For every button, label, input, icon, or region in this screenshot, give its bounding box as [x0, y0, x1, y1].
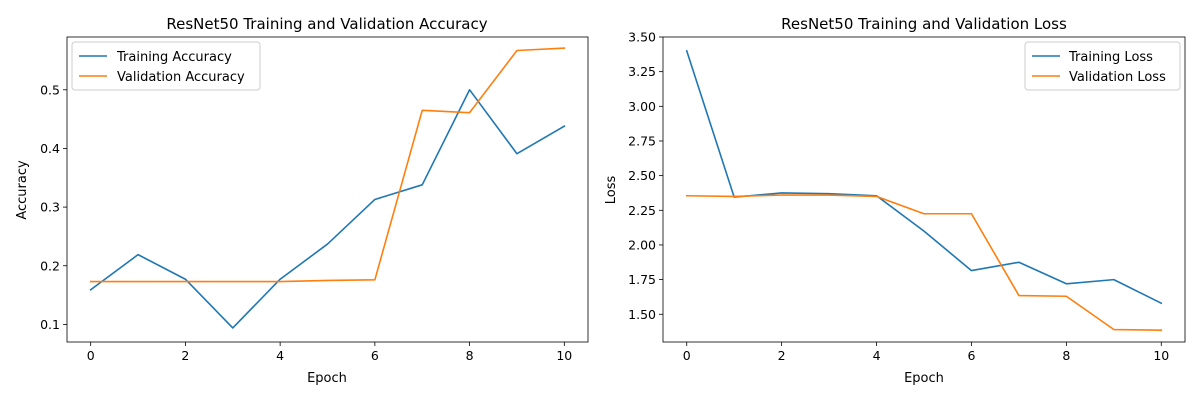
loss-chart-xlabel: Epoch	[904, 371, 944, 386]
loss-legend-box	[1024, 41, 1181, 91]
loss-chart-ticks: 0 2 4 6 8 10 1.50 1.75 2.00 2.25 2.50 2.75 3.00 3.25 3…	[628, 30, 1169, 364]
loss-series-line-training-loss	[685, 49, 1163, 305]
loss-ytick-label: 3.50	[628, 30, 656, 45]
loss-ytick-label: 2.50	[628, 168, 656, 183]
accuracy-chart: ResNet50 Training and Validation Accurac…	[15, 15, 589, 386]
loss-chart-legend: Training Loss Validation Loss	[1024, 41, 1181, 91]
accuracy-chart-ticks: 0 2 4 6 8 10 0.1 0.2 0.3 0.4 0.5	[40, 82, 572, 363]
loss-xtick-label: 0	[683, 348, 691, 363]
accuracy-series-line-validation-accuracy	[89, 47, 566, 283]
loss-ytick-label: 2.25	[628, 203, 656, 218]
loss-xtick-label: 4	[873, 348, 881, 363]
accuracy-legend-label-training: Training Accuracy	[116, 50, 232, 65]
accuracy-chart-series	[89, 47, 566, 329]
accuracy-chart-axes-frame	[66, 36, 589, 343]
accuracy-ytick-label: 0.3	[40, 200, 60, 215]
loss-xtick-label: 8	[1062, 348, 1070, 363]
loss-xtick-label: 6	[967, 348, 975, 363]
loss-series-line-validation-loss	[685, 194, 1163, 332]
accuracy-ytick-label: 0.2	[40, 258, 60, 273]
accuracy-chart-xlabel: Epoch	[307, 371, 347, 386]
accuracy-legend-label-validation: Validation Accuracy	[117, 70, 245, 85]
accuracy-chart-legend: Training Accuracy Validation Accuracy	[71, 41, 261, 91]
accuracy-xtick-label: 8	[466, 348, 474, 363]
accuracy-series-line-training-accuracy	[89, 88, 566, 329]
accuracy-legend-box	[71, 41, 261, 91]
loss-xtick-label: 10	[1153, 348, 1169, 363]
accuracy-xtick-label: 10	[556, 348, 572, 363]
accuracy-chart-title: ResNet50 Training and Validation Accurac…	[166, 15, 487, 33]
loss-legend-label-training: Training Loss	[1068, 50, 1153, 65]
loss-legend-label-validation: Validation Loss	[1069, 70, 1166, 85]
loss-ytick-label: 2.75	[628, 133, 656, 148]
accuracy-xtick-label: 2	[181, 348, 189, 363]
loss-chart-title: ResNet50 Training and Validation Loss	[781, 15, 1067, 33]
accuracy-ytick-label: 0.4	[40, 141, 60, 156]
loss-ytick-label: 1.75	[628, 272, 656, 287]
loss-ytick-label: 2.00	[628, 237, 656, 252]
loss-ytick-label: 1.50	[628, 307, 656, 322]
loss-ytick-label: 3.25	[628, 64, 656, 79]
accuracy-xtick-label: 6	[371, 348, 379, 363]
accuracy-chart-ylabel: Accuracy	[15, 160, 30, 220]
accuracy-ytick-label: 0.1	[40, 317, 60, 332]
loss-chart: ResNet50 Training and Validation Loss Ep…	[604, 15, 1186, 386]
accuracy-xtick-label: 4	[276, 348, 284, 363]
loss-chart-axes-frame	[662, 36, 1186, 343]
accuracy-xtick-label: 0	[87, 348, 95, 363]
loss-xtick-label: 2	[778, 348, 786, 363]
loss-chart-ylabel: Loss	[604, 176, 619, 205]
loss-chart-series	[685, 49, 1163, 332]
accuracy-ytick-label: 0.5	[40, 82, 60, 97]
loss-ytick-label: 3.00	[628, 99, 656, 114]
